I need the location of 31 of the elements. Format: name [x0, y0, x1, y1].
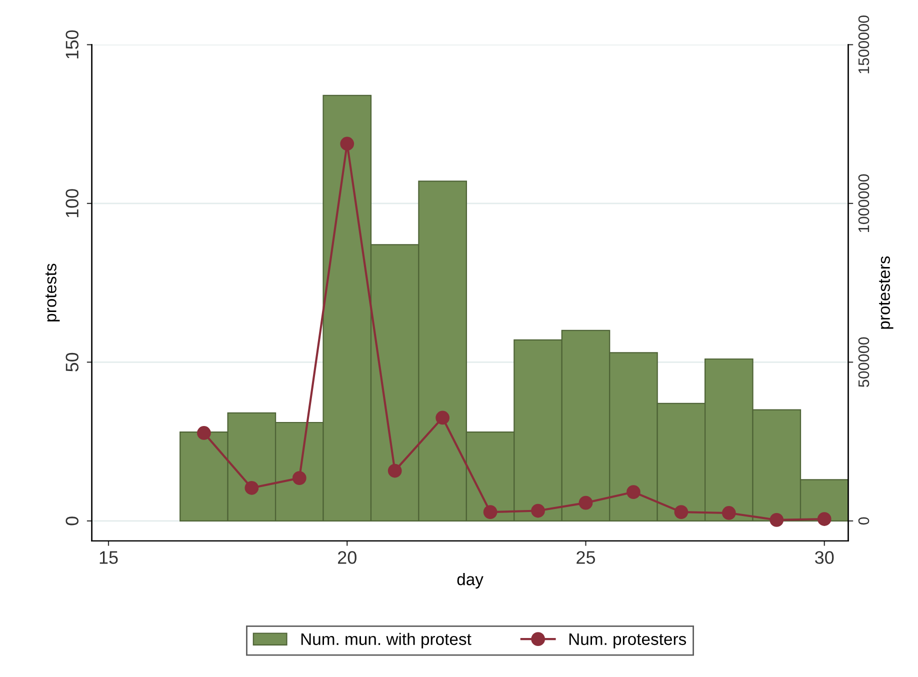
x-tick-label: 30 — [815, 551, 834, 564]
point — [674, 505, 688, 519]
y2-axis-title: protesters — [879, 256, 894, 329]
y2-tick-label: 500000 — [858, 337, 870, 388]
y-tick-label: 0 — [66, 516, 79, 526]
point — [722, 506, 736, 520]
point — [388, 464, 402, 478]
x-tick-label: 20 — [338, 551, 356, 564]
y2-tick-label: 1000000 — [858, 174, 870, 232]
point — [531, 504, 545, 518]
point — [436, 410, 450, 425]
y-tick-label: 50 — [66, 352, 79, 372]
point — [578, 496, 593, 510]
point — [340, 136, 354, 151]
x-axis-title: day — [457, 573, 484, 589]
point — [244, 480, 259, 495]
point — [770, 513, 784, 527]
x-tick-label: 25 — [576, 551, 596, 564]
y-tick-label: 150 — [66, 30, 79, 58]
point — [197, 426, 211, 440]
x-tick-label: 15 — [100, 551, 118, 564]
point — [292, 471, 306, 486]
y-axis-title: protests — [45, 264, 60, 322]
point — [626, 485, 640, 499]
legend-label: Num. protesters — [569, 633, 686, 648]
y2-tick-label: 0 — [858, 517, 870, 525]
legend-label: Num. mun. with protest — [301, 632, 472, 648]
y-tick-label: 100 — [66, 189, 79, 218]
point — [817, 512, 832, 526]
y2-tick-label: 1500000 — [858, 16, 870, 74]
point — [483, 505, 498, 519]
